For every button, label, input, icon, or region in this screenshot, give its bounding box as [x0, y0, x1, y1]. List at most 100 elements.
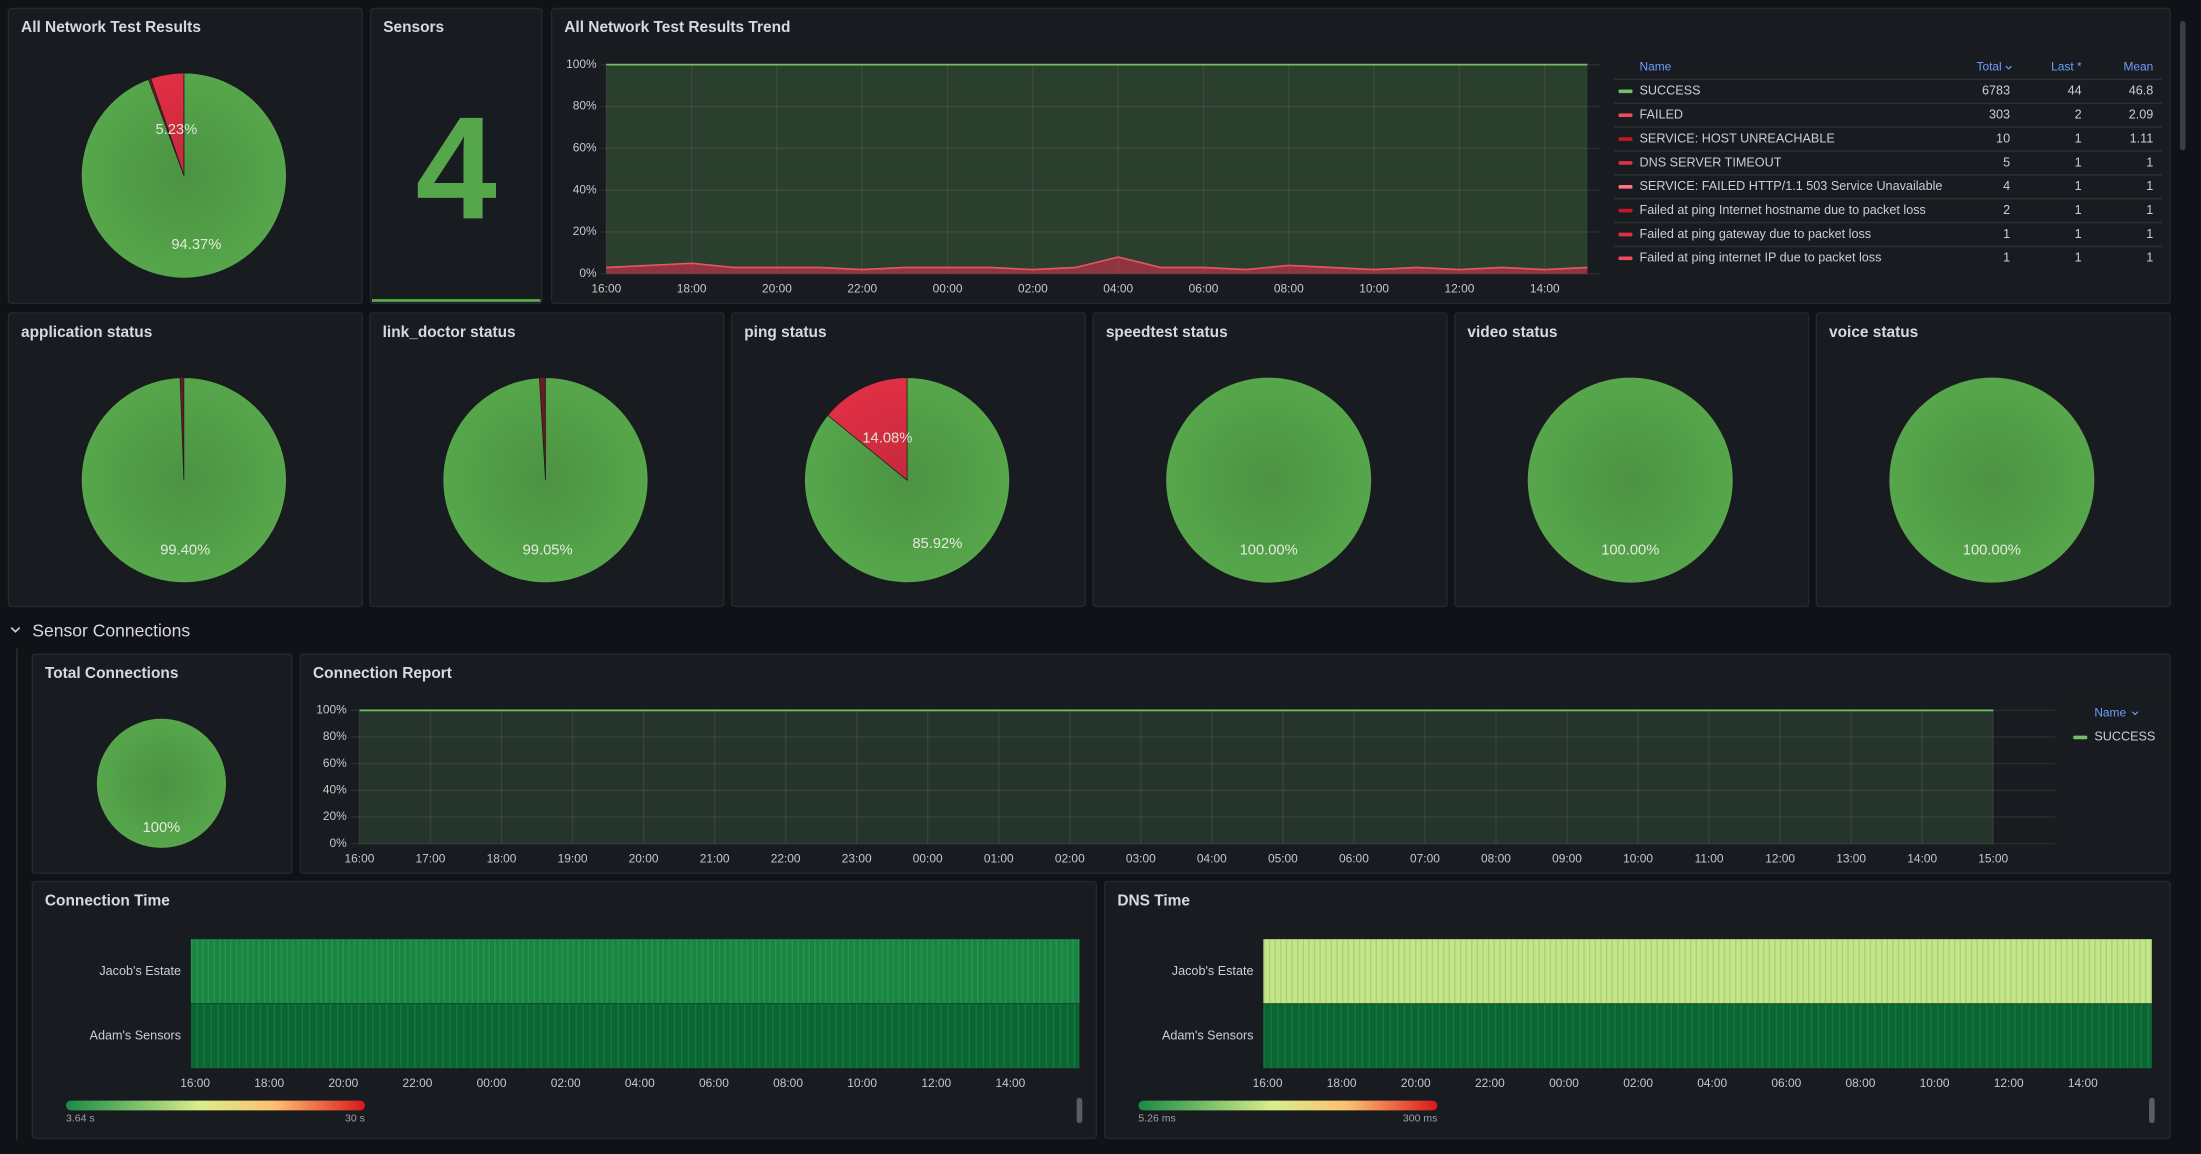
stat-value: 4: [416, 86, 497, 249]
x-tick-label: 08:00: [1481, 851, 1511, 865]
legend-swatch: [1618, 256, 1633, 261]
scroll-handle[interactable]: [1076, 1097, 1083, 1124]
row-label: Jacob's Estate: [1172, 964, 1254, 978]
y-tick-label: 60%: [573, 140, 597, 154]
panel: [299, 653, 2171, 874]
x-tick-label: 18:00: [254, 1076, 284, 1090]
legend-mean: 2.09: [2129, 108, 2154, 122]
x-tick-label: 02:00: [1055, 851, 1085, 865]
legend-name: Failed at ping Internet hostname due to …: [1640, 203, 1926, 217]
pie-label: 14.08%: [862, 430, 912, 446]
legend-swatch: [1618, 184, 1633, 189]
scale-min: 5.26 ms: [1138, 1113, 1175, 1125]
legend-last: 1: [2075, 203, 2082, 217]
legend-header: Mean: [2123, 60, 2153, 74]
x-tick-label: 08:00: [1274, 281, 1304, 295]
pie-label: 100.00%: [1240, 543, 1298, 559]
panel-title: Connection Time: [45, 892, 170, 909]
x-tick-label: 11:00: [1695, 851, 1724, 865]
panel-title: All Network Test Results Trend: [564, 19, 790, 36]
scale-max: 30 s: [345, 1113, 365, 1125]
y-tick-label: 0%: [329, 836, 347, 850]
x-tick-label: 20:00: [629, 851, 659, 865]
heatmap-row: [1263, 939, 2152, 1004]
x-tick-label: 04:00: [1697, 1076, 1727, 1090]
panel-title: All Network Test Results: [21, 19, 201, 36]
y-tick-label: 40%: [323, 783, 347, 797]
x-tick-label: 12:00: [1994, 1076, 2024, 1090]
pie-label: 100.00%: [1963, 543, 2021, 559]
row-label: Jacob's Estate: [99, 964, 181, 978]
x-tick-label: 22:00: [403, 1076, 433, 1090]
legend-name: Failed at ping gateway due to packet los…: [1640, 227, 1872, 241]
x-tick-label: 03:00: [1126, 851, 1156, 865]
legend-name: SERVICE: HOST UNREACHABLE: [1640, 131, 1835, 145]
x-tick-label: 04:00: [1197, 851, 1227, 865]
x-tick-label: 10:00: [1920, 1076, 1950, 1090]
x-tick-label: 05:00: [1268, 851, 1298, 865]
legend-total: 4: [2003, 179, 2010, 193]
x-tick-label: 18:00: [487, 851, 517, 865]
legend-header: Total: [1976, 60, 2001, 74]
legend-last: 1: [2075, 251, 2082, 265]
legend-swatch: [1618, 161, 1633, 165]
legend-mean: 1: [2146, 251, 2153, 265]
x-tick-label: 12:00: [1765, 851, 1795, 865]
legend-mean: 1: [2146, 227, 2153, 241]
x-tick-label: 14:00: [2068, 1076, 2098, 1090]
legend-mean: 1: [2146, 179, 2153, 193]
legend-last: 1: [2075, 155, 2082, 169]
legend-swatch: [1618, 232, 1633, 237]
x-tick-label: 18:00: [677, 281, 707, 295]
y-tick-label: 80%: [573, 99, 597, 113]
legend-name: FAILED: [1640, 108, 1684, 122]
row-label: Adam's Sensors: [1162, 1028, 1254, 1042]
legend-swatch: [1618, 137, 1633, 141]
scrollbar[interactable]: [2179, 21, 2186, 151]
x-tick-label: 01:00: [984, 851, 1014, 865]
stat-underline: [371, 299, 541, 302]
color-scale: [1138, 1100, 1438, 1111]
x-tick-label: 14:00: [995, 1076, 1025, 1090]
x-tick-label: 21:00: [700, 851, 730, 865]
scroll-handle[interactable]: [2149, 1097, 2155, 1124]
x-tick-label: 00:00: [913, 851, 943, 865]
area: [359, 710, 1994, 844]
x-tick-label: 00:00: [477, 1076, 507, 1090]
x-tick-label: 06:00: [1189, 281, 1219, 295]
x-tick-label: 16:00: [345, 851, 375, 865]
legend-last: 44: [2068, 84, 2082, 98]
collapse-chevron[interactable]: [10, 626, 21, 633]
legend-total: 1: [2003, 251, 2010, 265]
pie-label: 100.00%: [1601, 543, 1659, 559]
legend-name: Failed at ping internet IP due to packet…: [1640, 251, 1882, 265]
x-tick-label: 12:00: [1445, 281, 1475, 295]
x-tick-label: 16:00: [1253, 1076, 1283, 1090]
y-tick-label: 0%: [579, 266, 597, 280]
x-tick-label: 14:00: [1907, 851, 1937, 865]
panel: [550, 7, 2171, 304]
legend-header: Last *: [2051, 60, 2082, 74]
pie-label: 94.37%: [171, 237, 221, 253]
pie-label: 99.40%: [160, 543, 210, 559]
legend-last: 1: [2075, 179, 2082, 193]
panel-title: speedtest status: [1106, 324, 1228, 341]
legend-swatch: [1618, 89, 1633, 94]
x-tick-label: 10:00: [1623, 851, 1653, 865]
y-tick-label: 80%: [323, 729, 347, 743]
panel-title: voice status: [1829, 324, 1918, 341]
x-tick-label: 06:00: [699, 1076, 729, 1090]
heatmap-row: [190, 1003, 1080, 1069]
x-tick-label: 22:00: [847, 281, 877, 295]
x-tick-label: 00:00: [933, 281, 963, 295]
x-tick-label: 06:00: [1771, 1076, 1801, 1090]
legend-last: 1: [2075, 131, 2082, 145]
x-tick-label: 15:00: [1978, 851, 2008, 865]
legend-total: 5: [2003, 155, 2010, 169]
pie-label: 5.23%: [155, 122, 197, 138]
panel-title: application status: [21, 324, 152, 341]
sort-icon: [2005, 65, 2012, 70]
panel-title: Sensors: [383, 19, 444, 36]
x-tick-label: 06:00: [1339, 851, 1369, 865]
